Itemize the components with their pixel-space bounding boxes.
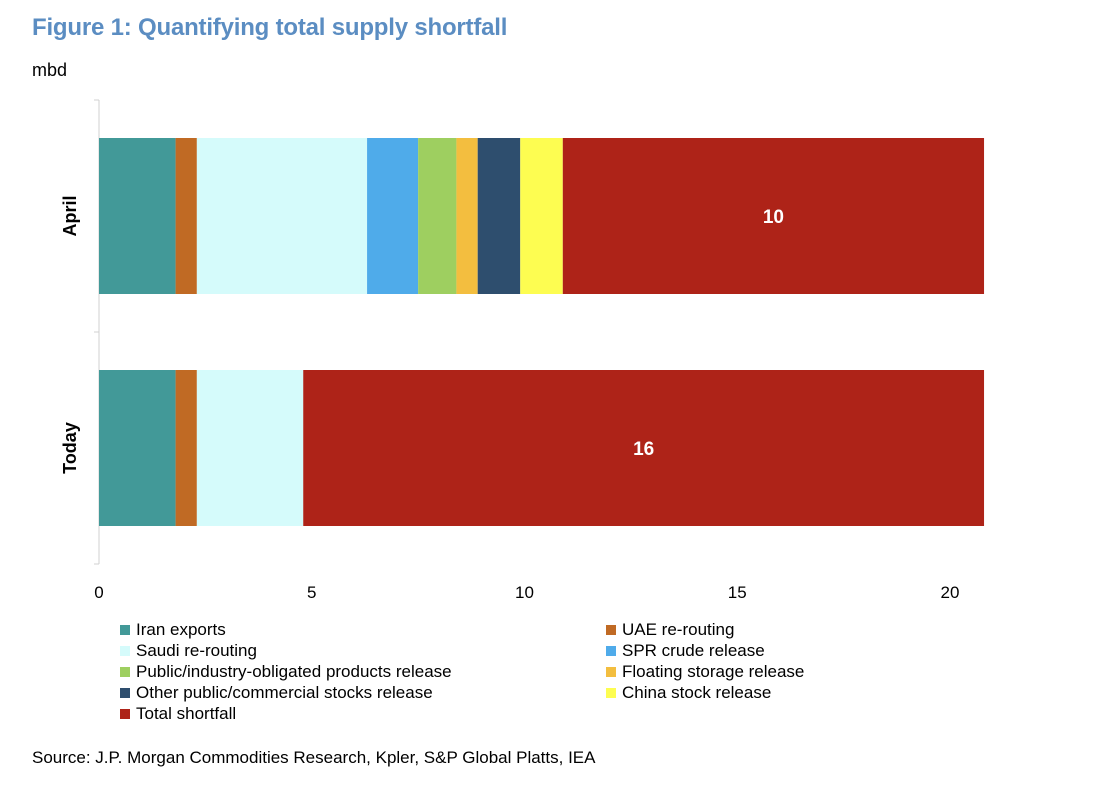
- x-tick-label: 15: [728, 583, 747, 600]
- data-label-today: 16: [633, 439, 654, 460]
- legend-label: Iran exports: [136, 619, 226, 639]
- legend-swatch: [120, 666, 130, 677]
- legend-swatch: [606, 687, 616, 698]
- bar-segment-april-iran-exports: [99, 138, 176, 294]
- legend-item-saudi-re-routing: Saudi re-routing: [120, 640, 257, 661]
- legend-item-other-public-commercial-stocks-release: Other public/commercial stocks release: [120, 682, 433, 703]
- legend-item-total-shortfall: Total shortfall: [120, 703, 236, 724]
- x-tick-label: 10: [515, 583, 534, 600]
- legend-swatch: [606, 666, 616, 677]
- bar-segment-april-uae-re-routing: [175, 138, 197, 294]
- category-label-april: April: [60, 195, 80, 236]
- legend-item-uae-re-routing: UAE re-routing: [606, 619, 734, 640]
- legend-label: Public/industry-obligated products relea…: [136, 661, 452, 681]
- legend-item-public-industry-obligated-products-release: Public/industry-obligated products relea…: [120, 661, 452, 682]
- bar-segment-april-total-shortfall: [562, 138, 985, 294]
- legend-swatch: [120, 687, 130, 698]
- legend-label: China stock release: [622, 682, 772, 702]
- legend-label: Floating storage release: [622, 661, 805, 681]
- legend-item-china-stock-release: China stock release: [606, 682, 771, 703]
- legend-label: SPR crude release: [622, 640, 765, 660]
- category-label-today: Today: [60, 422, 80, 474]
- data-label-april: 10: [763, 207, 784, 228]
- legend-label: UAE re-routing: [622, 619, 735, 639]
- bar-segment-april-spr-crude-release: [367, 138, 419, 294]
- bar-segment-today-iran-exports: [99, 370, 176, 526]
- bar-segment-april-saudi-re-routing: [196, 138, 368, 294]
- chart-title: Figure 1: Quantifying total supply short…: [32, 14, 508, 41]
- legend-item-spr-crude-release: SPR crude release: [606, 640, 765, 661]
- bar-segment-april-other-public-commercial-stocks-release: [477, 138, 521, 294]
- legend-swatch: [606, 624, 616, 635]
- legend-swatch: [120, 624, 130, 635]
- source-note: Source: J.P. Morgan Commodities Research…: [32, 748, 596, 767]
- bar-segment-today-saudi-re-routing: [196, 370, 304, 526]
- bar-segment-april-public-industry-obligated-products-release: [418, 138, 457, 294]
- unit-label: mbd: [32, 60, 68, 80]
- legend-swatch: [120, 708, 130, 719]
- legend-label: Total shortfall: [136, 703, 237, 723]
- legend-swatch: [606, 645, 616, 656]
- bar-segment-today-uae-re-routing: [175, 370, 197, 526]
- x-tick-label: 0: [94, 583, 103, 600]
- legend-item-iran-exports: Iran exports: [120, 619, 226, 640]
- legend-label: Other public/commercial stocks release: [136, 682, 433, 702]
- legend-label: Saudi re-routing: [136, 640, 257, 660]
- bar-segment-april-floating-storage-release: [456, 138, 478, 294]
- x-tick-label: 5: [307, 583, 316, 600]
- x-tick-label: 20: [941, 583, 960, 600]
- legend-item-floating-storage-release: Floating storage release: [606, 661, 804, 682]
- chart-legend: Iran exports UAE re-routing Saudi re-routi…: [120, 619, 880, 727]
- bar-segment-april-china-stock-release: [520, 138, 563, 294]
- stacked-bar-chart: 10 April 16 Today 0 5 10 15 20: [60, 99, 985, 600]
- legend-swatch: [120, 645, 130, 656]
- bar-segment-today-total-shortfall: [303, 370, 985, 526]
